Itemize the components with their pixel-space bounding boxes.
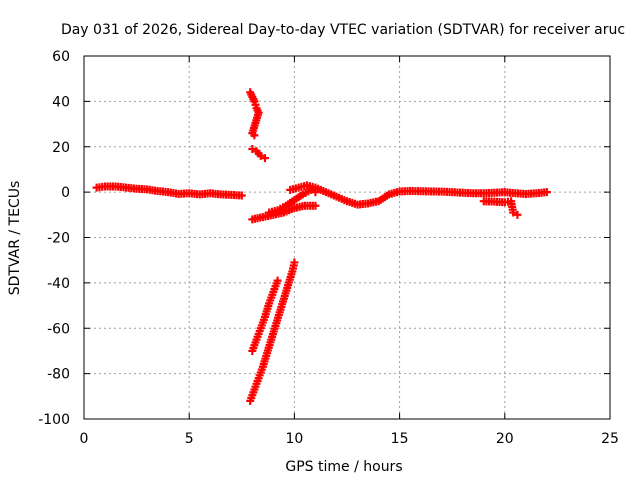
- data-point: [248, 145, 257, 154]
- series-rising-mid: [248, 201, 320, 224]
- chart-title: Day 031 of 2026, Sidereal Day-to-day VTE…: [61, 22, 625, 38]
- x-tick-label: 0: [80, 431, 89, 447]
- series-dip-steep-b: [246, 258, 299, 405]
- series-dip-steep-a: [248, 276, 282, 355]
- data-point: [513, 210, 522, 219]
- y-tick-label: -60: [47, 321, 70, 337]
- y-tick-label: 0: [61, 185, 70, 201]
- x-tick-label: 10: [285, 431, 303, 447]
- data-point: [273, 276, 282, 285]
- data-point: [290, 258, 299, 267]
- series-upper-short: [248, 145, 269, 163]
- y-tick-label: -40: [47, 276, 70, 292]
- y-tick-label: -80: [47, 367, 70, 383]
- data-point: [509, 208, 518, 217]
- y-tick-label: -100: [38, 412, 70, 428]
- y-tick-label: 60: [52, 49, 70, 65]
- x-axis-label: GPS time / hours: [285, 459, 402, 475]
- series-rising-upper: [265, 185, 320, 217]
- data-point: [260, 154, 269, 163]
- y-tick-label: 20: [52, 140, 70, 156]
- y-axis-label: SDTVAR / TECUs: [7, 181, 23, 296]
- series-hump: [286, 181, 551, 209]
- grid-lines: [84, 56, 610, 419]
- series-baseline-early: [92, 182, 246, 200]
- axis-ticks: 0 5 10 15 20 25 -100 -80 -60 -40 -20 0 20 40 60: [38, 49, 619, 447]
- x-tick-label: 25: [601, 431, 619, 447]
- data-point: [237, 191, 246, 200]
- x-tick-label: 20: [496, 431, 514, 447]
- data-point: [256, 151, 265, 160]
- data-points: [92, 88, 551, 405]
- y-tick-label: 40: [52, 94, 70, 110]
- data-point: [542, 188, 551, 197]
- series-tail-low: [479, 197, 522, 219]
- x-tick-label: 5: [185, 431, 194, 447]
- data-point: [250, 131, 259, 140]
- plot-area-border: [83, 55, 611, 420]
- x-tick-label: 15: [391, 431, 409, 447]
- series-upper-burst: [246, 88, 263, 140]
- y-tick-label: -20: [47, 231, 70, 247]
- data-point: [311, 201, 320, 210]
